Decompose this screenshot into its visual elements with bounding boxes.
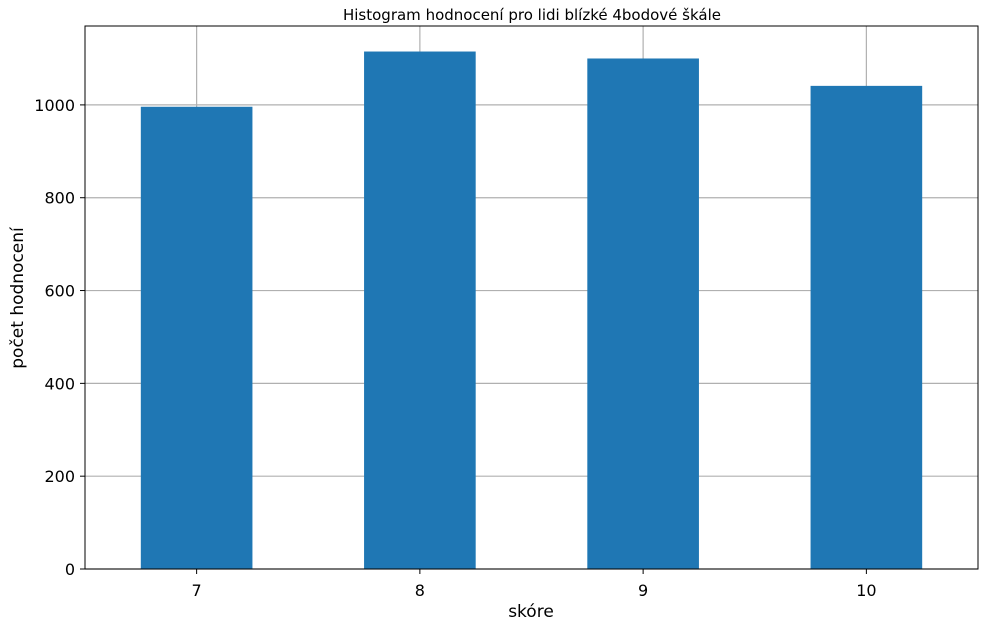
y-tick-label: 0	[65, 560, 75, 579]
bar-7	[140, 106, 253, 569]
bars	[140, 51, 923, 570]
y-axis-ticks: 0 200 400 600 800 1000	[34, 96, 85, 579]
y-tick-label: 200	[44, 467, 75, 486]
y-tick-label: 800	[44, 189, 75, 208]
y-axis-label: počet hodnocení	[8, 226, 28, 369]
y-tick-label: 600	[44, 282, 75, 301]
x-tick-label: 10	[856, 581, 876, 600]
x-tick-label: 7	[192, 581, 202, 600]
bar-9	[587, 58, 699, 569]
x-tick-label: 8	[415, 581, 425, 600]
chart-title: Histogram hodnocení pro lidi blízké 4bod…	[343, 6, 721, 24]
y-tick-label: 1000	[34, 96, 75, 115]
bar-8	[364, 51, 476, 570]
x-axis-label: skóre	[508, 602, 554, 622]
y-tick-label: 400	[44, 374, 75, 393]
plot-frame	[84, 25, 979, 570]
x-tick-label: 9	[638, 581, 648, 600]
bar-10	[810, 85, 923, 569]
x-axis-ticks: 7 8 9 10	[192, 569, 877, 600]
